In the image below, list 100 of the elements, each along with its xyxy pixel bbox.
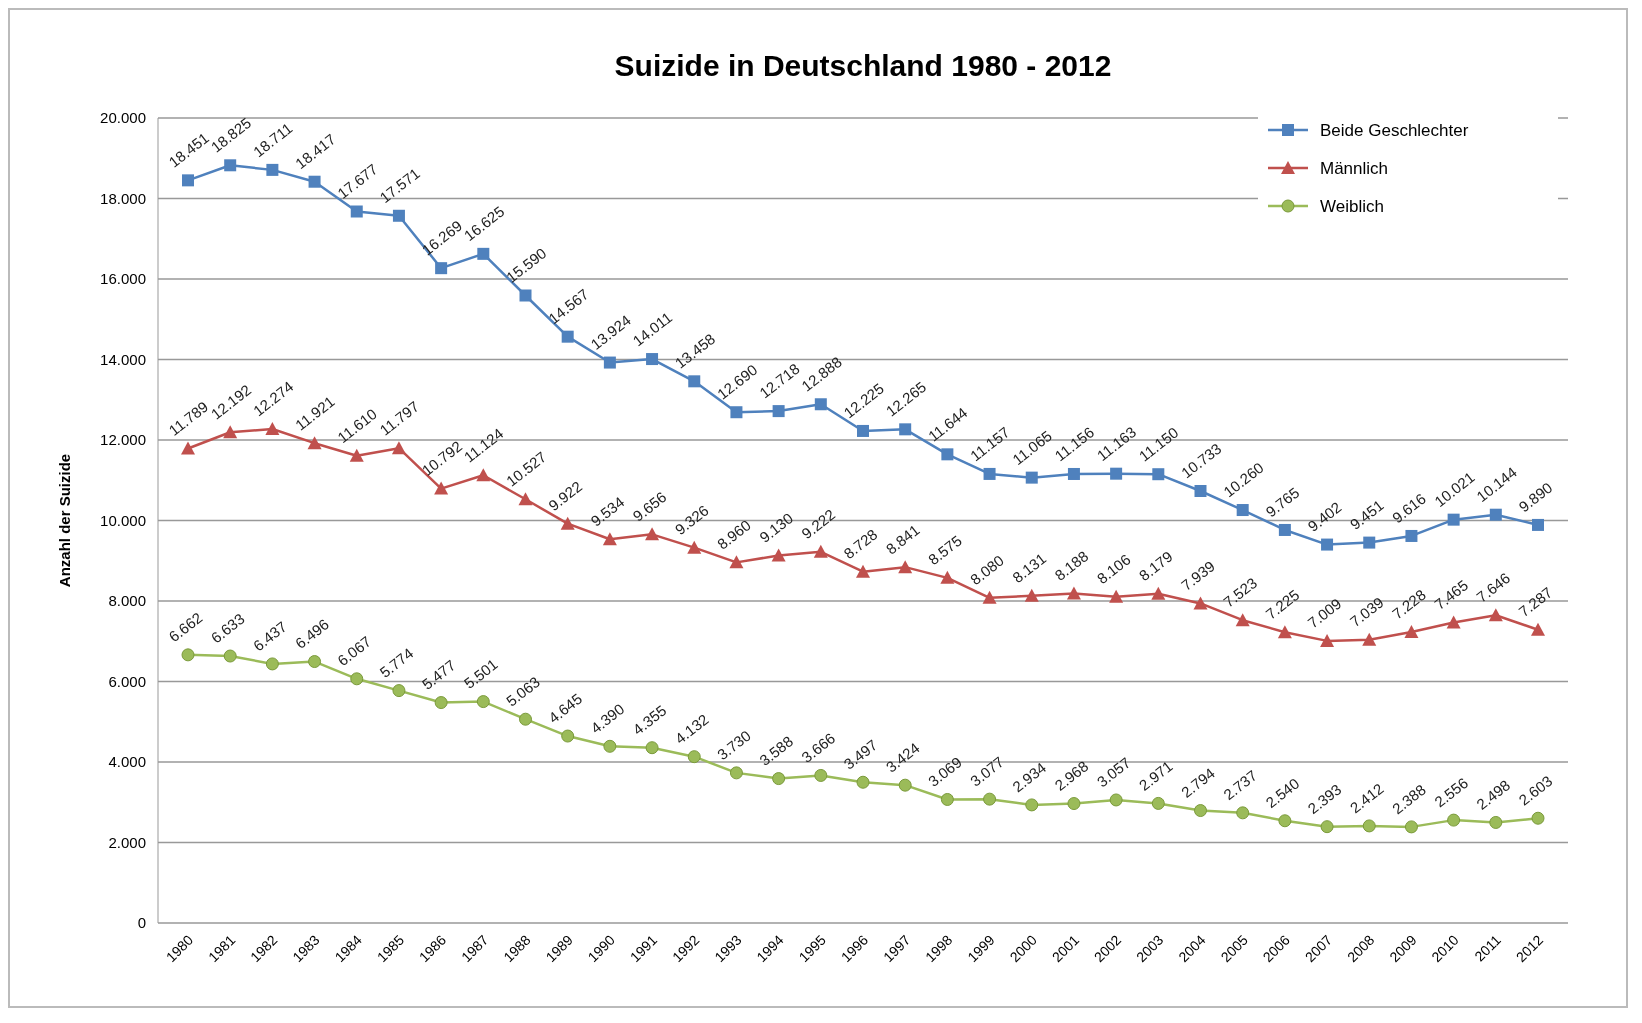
- point: [434, 481, 449, 495]
- point: [518, 492, 533, 506]
- y-tick-label: 4.000: [108, 753, 146, 771]
- point: [1532, 518, 1544, 531]
- point: [181, 648, 195, 662]
- point: [729, 766, 743, 780]
- point: [1067, 467, 1080, 480]
- point: [1447, 813, 1461, 827]
- point: [687, 750, 701, 764]
- point: [1489, 815, 1503, 829]
- point: [307, 436, 322, 450]
- point: [603, 356, 616, 369]
- point: [1235, 613, 1250, 627]
- point: [561, 330, 574, 343]
- point: [350, 205, 363, 218]
- point: [771, 548, 786, 562]
- point: [730, 406, 743, 419]
- point: [772, 772, 786, 786]
- point: [265, 657, 279, 671]
- point: [1151, 586, 1166, 600]
- point: [646, 353, 659, 366]
- point: [392, 209, 405, 222]
- point: [941, 448, 954, 461]
- point: [519, 712, 532, 726]
- point: [1236, 504, 1249, 517]
- point: [899, 423, 912, 436]
- point: [519, 289, 532, 302]
- point: [1404, 820, 1418, 834]
- point: [687, 540, 702, 554]
- point: [1531, 622, 1545, 636]
- y-tick-label: 10.000: [100, 511, 146, 529]
- point: [266, 163, 279, 176]
- point: [814, 398, 827, 411]
- point: [1320, 820, 1334, 834]
- point: [1489, 508, 1502, 521]
- legend-label: Männlich: [1320, 158, 1389, 178]
- point: [181, 441, 195, 455]
- point: [1488, 608, 1503, 622]
- point: [223, 425, 238, 439]
- point: [434, 696, 448, 710]
- point: [1151, 796, 1165, 810]
- point: [1236, 806, 1250, 820]
- point: [350, 672, 364, 686]
- point: [1531, 811, 1545, 825]
- point: [182, 174, 194, 187]
- y-axis-title: Anzahl der Suizide: [56, 453, 73, 588]
- point: [1363, 536, 1376, 549]
- point: [1321, 538, 1334, 551]
- point: [265, 421, 280, 435]
- point: [1025, 798, 1039, 812]
- legend-label: Weiblich: [1320, 196, 1384, 216]
- y-tick-label: 14.000: [100, 350, 146, 368]
- point: [1278, 814, 1292, 828]
- point: [1362, 632, 1377, 646]
- point: [1447, 513, 1460, 526]
- point: [1024, 588, 1039, 602]
- point: [772, 405, 785, 418]
- point: [1320, 633, 1335, 647]
- point: [729, 555, 744, 569]
- y-tick-label: 2.000: [108, 833, 146, 851]
- point: [813, 544, 828, 558]
- point: [1109, 793, 1123, 807]
- point: [308, 175, 321, 188]
- point: [391, 441, 406, 455]
- point: [602, 532, 617, 546]
- chart-title: Suizide in Deutschland 1980 - 2012: [614, 49, 1112, 82]
- point: [983, 792, 997, 806]
- point: [982, 590, 997, 604]
- y-tick-label: 8.000: [108, 592, 146, 610]
- point: [1362, 819, 1376, 833]
- point: [814, 768, 828, 782]
- point: [476, 468, 491, 482]
- point: [1067, 797, 1081, 811]
- point: [1277, 625, 1292, 639]
- point: [857, 424, 869, 437]
- y-tick-label: 6.000: [108, 672, 146, 690]
- point: [1110, 467, 1123, 480]
- point: [1446, 615, 1461, 629]
- point: [856, 564, 870, 578]
- point: [603, 739, 617, 753]
- point: [392, 684, 406, 698]
- point: [898, 778, 912, 792]
- point: [983, 467, 996, 480]
- point: [476, 695, 490, 709]
- point: [1194, 485, 1207, 497]
- point: [898, 560, 913, 574]
- point: [645, 741, 659, 755]
- point: [1405, 529, 1418, 542]
- point: [940, 792, 954, 806]
- point: [223, 649, 237, 663]
- point: [1404, 625, 1419, 639]
- point: [349, 448, 364, 462]
- y-tick-label: 20.000: [100, 109, 146, 127]
- point: [435, 262, 448, 275]
- point: [561, 729, 575, 743]
- point: [1066, 586, 1081, 600]
- point: [645, 527, 660, 541]
- point: [1278, 523, 1291, 536]
- point: [1194, 804, 1207, 818]
- point: [1152, 468, 1165, 481]
